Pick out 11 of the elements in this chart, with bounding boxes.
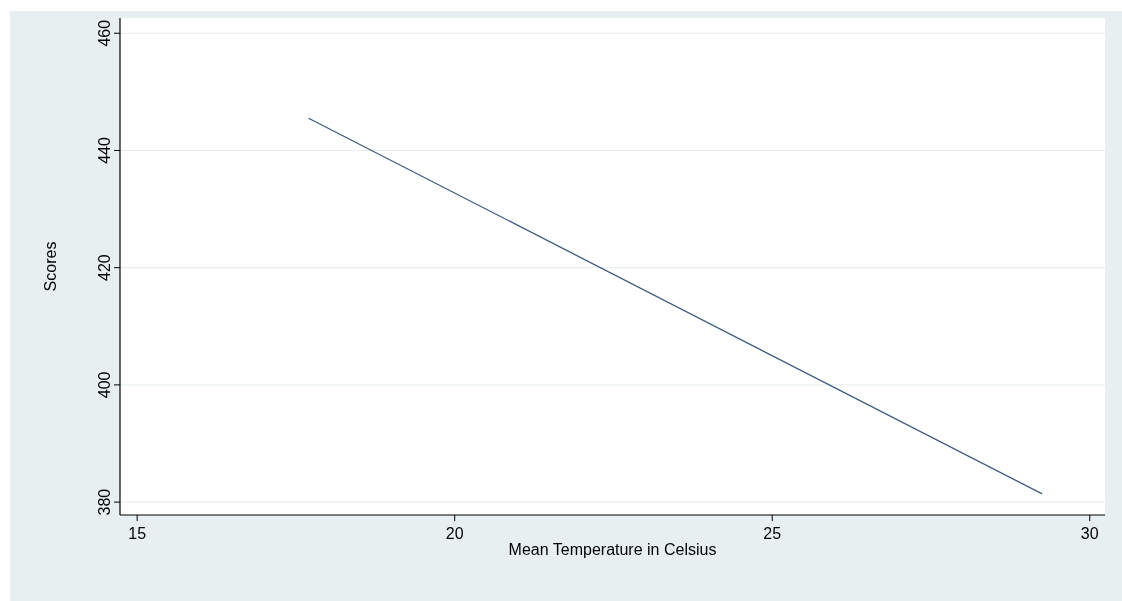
y-tick-label: 420 [96,254,113,282]
x-tick-label: 20 [445,525,464,542]
y-tick-label: 460 [96,19,113,47]
x-axis-title: Mean Temperature in Celsius [508,541,717,558]
x-tick-label: 15 [128,525,147,542]
y-tick-label: 380 [96,488,113,516]
y-tick-label: 440 [96,137,113,164]
y-axis-title: Scores [42,241,59,292]
x-tick-label: 25 [763,525,782,542]
x-tick-label: 30 [1080,525,1099,542]
y-tick-label: 400 [96,371,113,399]
